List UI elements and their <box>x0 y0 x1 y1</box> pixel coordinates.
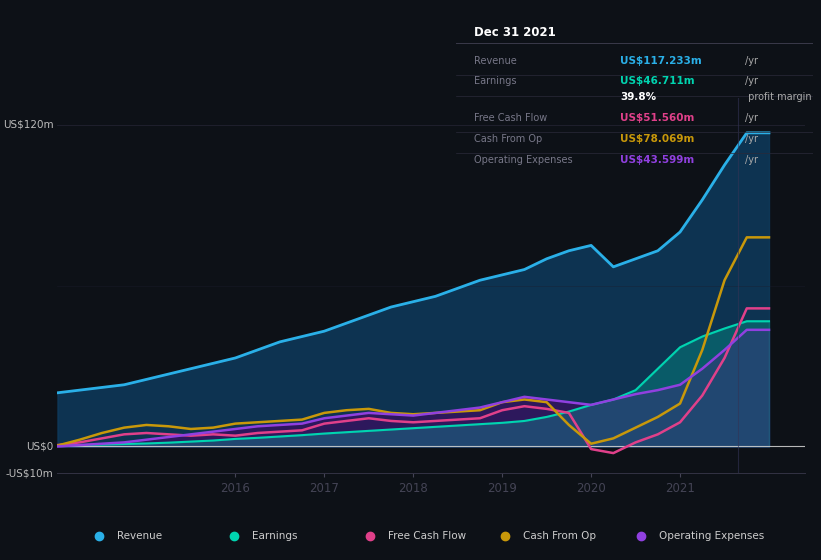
Text: Revenue: Revenue <box>474 55 516 66</box>
Text: Earnings: Earnings <box>252 531 298 541</box>
Text: US$46.711m: US$46.711m <box>620 76 695 86</box>
Text: Operating Expenses: Operating Expenses <box>658 531 764 541</box>
Text: US$78.069m: US$78.069m <box>620 134 695 144</box>
Text: /yr: /yr <box>745 55 758 66</box>
Text: profit margin: profit margin <box>745 92 812 102</box>
Text: Earnings: Earnings <box>474 76 516 86</box>
Text: US$117.233m: US$117.233m <box>620 55 702 66</box>
Text: Free Cash Flow: Free Cash Flow <box>388 531 466 541</box>
Text: US$43.599m: US$43.599m <box>620 155 695 165</box>
Text: Revenue: Revenue <box>117 531 162 541</box>
Text: /yr: /yr <box>745 113 758 123</box>
Text: 39.8%: 39.8% <box>620 92 656 102</box>
Text: -US$10m: -US$10m <box>6 468 53 478</box>
Text: Free Cash Flow: Free Cash Flow <box>474 113 547 123</box>
Text: /yr: /yr <box>745 76 758 86</box>
Text: Dec 31 2021: Dec 31 2021 <box>474 26 555 39</box>
Text: US$120m: US$120m <box>3 120 53 130</box>
Text: /yr: /yr <box>745 134 758 144</box>
Text: /yr: /yr <box>745 155 758 165</box>
Text: US$0: US$0 <box>26 441 53 451</box>
Text: Cash From Op: Cash From Op <box>474 134 542 144</box>
Text: Operating Expenses: Operating Expenses <box>474 155 572 165</box>
Text: US$51.560m: US$51.560m <box>620 113 695 123</box>
Text: Cash From Op: Cash From Op <box>523 531 596 541</box>
